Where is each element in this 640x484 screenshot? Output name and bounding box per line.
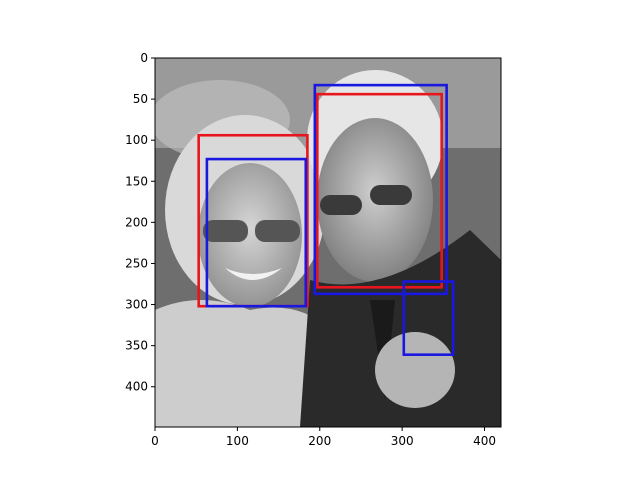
y-tick-label: 250 xyxy=(125,256,148,270)
y-tick-label: 400 xyxy=(125,380,148,394)
bounding-box-2 xyxy=(205,157,308,308)
x-tick-label: 400 xyxy=(473,434,496,448)
bounding-box-5 xyxy=(402,280,455,356)
x-tick-label: 200 xyxy=(308,434,331,448)
y-tick-label: 50 xyxy=(133,92,148,106)
y-tick-label: 0 xyxy=(140,51,148,65)
axes-frame xyxy=(154,57,502,428)
x-tick-label: 0 xyxy=(151,434,159,448)
bounding-boxes xyxy=(197,83,455,356)
x-tick-label: 300 xyxy=(391,434,414,448)
y-tick-label: 350 xyxy=(125,339,148,353)
bounding-box-4 xyxy=(313,83,448,296)
y-tick-label: 300 xyxy=(125,298,148,312)
y-tick-label: 200 xyxy=(125,215,148,229)
grayscale-photo xyxy=(155,58,501,427)
bounding-box-3 xyxy=(315,92,443,289)
x-axis-ticks: 0 100 200 300 400 xyxy=(151,427,496,448)
x-tick-label: 100 xyxy=(226,434,249,448)
y-tick-label: 150 xyxy=(125,174,148,188)
y-axis-ticks: 0 50 100 150 200 250 300 350 400 xyxy=(125,51,155,394)
y-tick-label: 100 xyxy=(125,133,148,147)
